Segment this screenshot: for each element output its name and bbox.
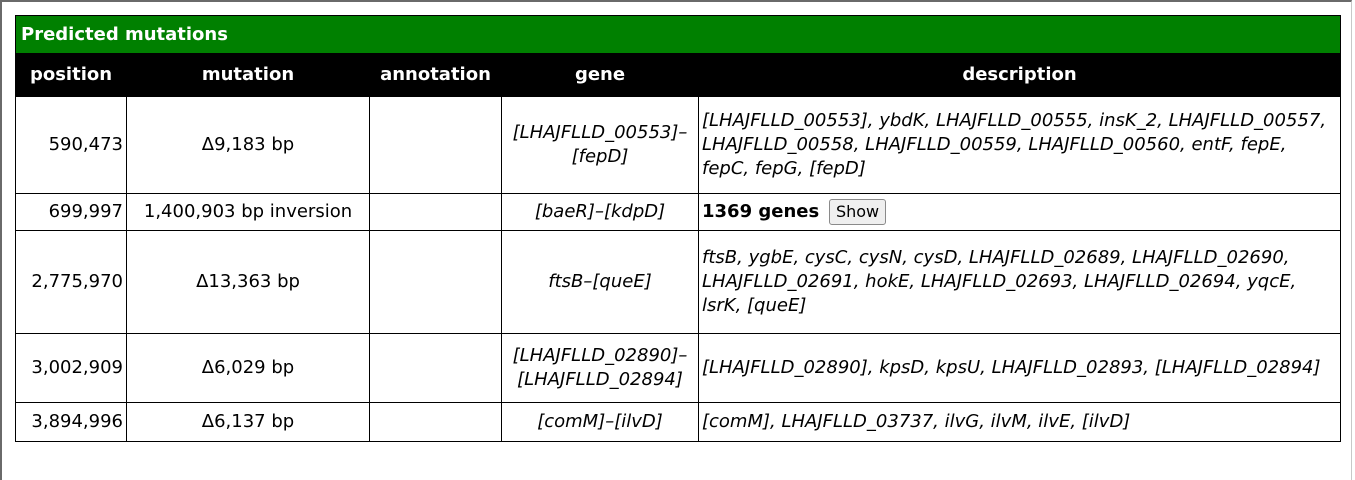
cell-annotation [369, 193, 502, 231]
table-row: 2,775,970 Δ13,363 bp ftsB–[queE] ftsB, y… [15, 230, 1341, 334]
cell-gene: [LHAJFLLD_00553]–[fepD] [501, 96, 699, 194]
cell-gene: [comM]–[ilvD] [501, 402, 699, 442]
table-row: 590,473 Δ9,183 bp [LHAJFLLD_00553]–[fepD… [15, 96, 1341, 194]
cell-annotation [369, 230, 502, 334]
cell-position: 3,894,996 [15, 402, 127, 442]
cell-description: [LHAJFLLD_00553], ybdK, LHAJFLLD_00555, … [698, 96, 1341, 194]
cell-gene: [baeR]–[kdpD] [501, 193, 699, 231]
cell-gene: [LHAJFLLD_02890]–[LHAJFLLD_02894] [501, 333, 699, 403]
cell-position: 3,002,909 [15, 333, 127, 403]
cell-position: 699,997 [15, 193, 127, 231]
table-title-row: Predicted mutations [15, 15, 1341, 54]
cell-description: ftsB, ygbE, cysC, cysN, cysD, LHAJFLLD_0… [698, 230, 1341, 334]
cell-mutation: 1,400,903 bp inversion [126, 193, 370, 231]
show-genes-button[interactable]: Show [828, 199, 887, 225]
cell-mutation: Δ13,363 bp [126, 230, 370, 334]
cell-mutation: Δ6,137 bp [126, 402, 370, 442]
cell-position: 2,775,970 [15, 230, 127, 334]
cell-annotation [369, 333, 502, 403]
cell-description: [comM], LHAJFLLD_03737, ilvG, ilvM, ilvE… [698, 402, 1341, 442]
gene-count: 1369 genes [702, 201, 820, 222]
column-header-annotation: annotation [369, 53, 502, 97]
table-row: 3,002,909 Δ6,029 bp [LHAJFLLD_02890]–[LH… [15, 333, 1341, 403]
column-header-description: description [698, 53, 1341, 97]
cell-gene: ftsB–[queE] [501, 230, 699, 334]
cell-annotation [369, 96, 502, 194]
cell-mutation: Δ9,183 bp [126, 96, 370, 194]
cell-mutation: Δ6,029 bp [126, 333, 370, 403]
cell-description: [LHAJFLLD_02890], kpsD, kpsU, LHAJFLLD_0… [698, 333, 1341, 403]
predicted-mutations-table: Predicted mutations position mutation an… [15, 15, 1341, 442]
cell-annotation [369, 402, 502, 442]
column-header-gene: gene [501, 53, 699, 97]
cell-position: 590,473 [15, 96, 127, 194]
table-header-row: position mutation annotation gene descri… [15, 53, 1341, 97]
column-header-position: position [15, 53, 127, 97]
table-row: 3,894,996 Δ6,137 bp [comM]–[ilvD] [comM]… [15, 402, 1341, 442]
column-header-mutation: mutation [126, 53, 370, 97]
table-row: 699,997 1,400,903 bp inversion [baeR]–[k… [15, 193, 1341, 231]
table-title: Predicted mutations [15, 15, 1341, 54]
cell-description: 1369 genes Show [698, 193, 1341, 231]
